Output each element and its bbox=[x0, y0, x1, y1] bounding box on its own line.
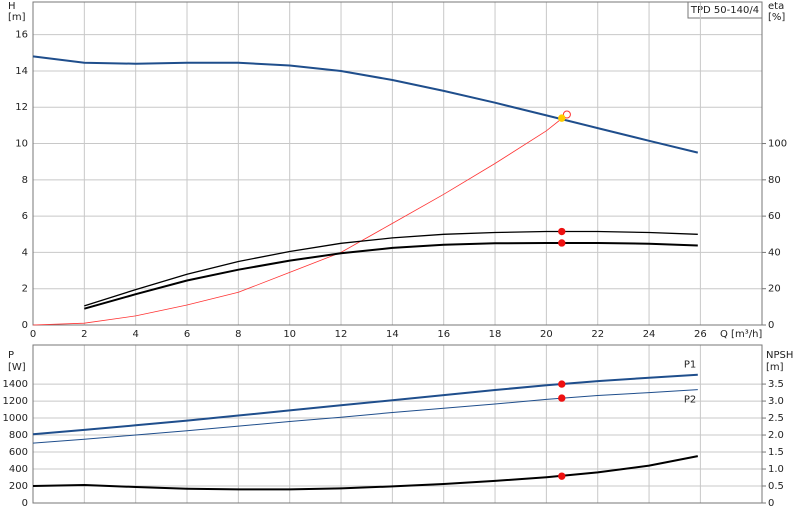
y-tick-label: 400 bbox=[9, 464, 28, 475]
y2-tick-label: 60 bbox=[768, 211, 781, 222]
curve bbox=[84, 230, 698, 307]
curve bbox=[84, 242, 698, 310]
series-label: P1 bbox=[684, 360, 696, 371]
y-axis-label: H bbox=[8, 1, 16, 12]
y-tick-label: 4 bbox=[22, 247, 28, 258]
y2-tick-label: 1.0 bbox=[768, 464, 784, 475]
y-tick-label: 0 bbox=[22, 498, 28, 509]
x-tick-label: 12 bbox=[335, 329, 348, 340]
curve bbox=[32, 55, 699, 154]
y-tick-label: 200 bbox=[9, 481, 28, 492]
curve bbox=[32, 373, 698, 436]
x-tick-label: 16 bbox=[437, 329, 450, 340]
y-tick-label: 12 bbox=[15, 102, 28, 113]
y2-axis-unit: [m] bbox=[766, 362, 784, 373]
x-tick-label: 14 bbox=[386, 329, 399, 340]
duty-point bbox=[562, 110, 571, 119]
y-axis-unit: [W] bbox=[8, 362, 26, 373]
y2-tick-label: 1.5 bbox=[768, 447, 784, 458]
duty-point bbox=[558, 239, 566, 247]
x-tick-label: 24 bbox=[643, 329, 656, 340]
y-tick-label: 10 bbox=[15, 139, 28, 150]
y2-axis-unit: [%] bbox=[768, 12, 785, 23]
duty-point bbox=[558, 380, 566, 388]
y2-tick-label: 0 bbox=[768, 498, 774, 509]
y2-tick-label: 2.0 bbox=[768, 430, 784, 441]
y-tick-label: 6 bbox=[22, 211, 28, 222]
y-tick-label: 16 bbox=[15, 30, 28, 41]
y2-axis-label: eta bbox=[768, 1, 784, 12]
y2-tick-label: 80 bbox=[768, 175, 781, 186]
y-tick-label: 8 bbox=[22, 175, 28, 186]
y-axis-unit: [m] bbox=[8, 12, 26, 23]
y2-tick-label: 0.5 bbox=[768, 481, 784, 492]
y-axis-label: P bbox=[8, 350, 14, 361]
y-tick-label: 1400 bbox=[3, 379, 28, 390]
x-tick-label: 22 bbox=[591, 329, 604, 340]
y-tick-label: 800 bbox=[9, 430, 28, 441]
y2-tick-label: 3.0 bbox=[768, 396, 784, 407]
y-tick-label: 0 bbox=[22, 320, 28, 331]
y2-tick-label: 20 bbox=[768, 284, 781, 295]
x-tick-label: 4 bbox=[132, 329, 138, 340]
y2-tick-label: 0 bbox=[768, 320, 774, 331]
plot-frame bbox=[32, 1, 763, 326]
x-tick-label: 6 bbox=[184, 329, 190, 340]
y-tick-label: 600 bbox=[9, 447, 28, 458]
x-tick-label: 0 bbox=[30, 329, 36, 340]
x-tick-label: 8 bbox=[235, 329, 241, 340]
y-tick-label: 2 bbox=[22, 284, 28, 295]
x-tick-label: 20 bbox=[540, 329, 553, 340]
y-tick-label: 1200 bbox=[3, 396, 28, 407]
curve bbox=[32, 114, 568, 326]
series-label: P2 bbox=[684, 395, 696, 406]
chart-title: TPD 50-140/4 bbox=[690, 5, 759, 16]
plot-frame bbox=[32, 344, 763, 504]
x-tick-label: 26 bbox=[694, 329, 707, 340]
duty-point bbox=[558, 472, 566, 480]
y2-axis-label: NPSH bbox=[766, 350, 793, 361]
y2-tick-label: 2.5 bbox=[768, 413, 784, 424]
x-axis-label: Q [m³/h] bbox=[720, 329, 762, 340]
y2-tick-label: 40 bbox=[768, 247, 781, 258]
x-tick-label: 2 bbox=[81, 329, 87, 340]
duty-point bbox=[558, 114, 566, 122]
duty-point bbox=[558, 394, 566, 402]
duty-point bbox=[558, 227, 566, 236]
curve bbox=[32, 389, 698, 444]
curve bbox=[32, 455, 698, 491]
y-tick-label: 14 bbox=[15, 66, 28, 77]
y2-tick-label: 100 bbox=[768, 139, 787, 150]
x-tick-label: 10 bbox=[283, 329, 296, 340]
y2-tick-label: 3.5 bbox=[768, 379, 784, 390]
y-tick-label: 1000 bbox=[3, 413, 28, 424]
x-tick-label: 18 bbox=[489, 329, 502, 340]
